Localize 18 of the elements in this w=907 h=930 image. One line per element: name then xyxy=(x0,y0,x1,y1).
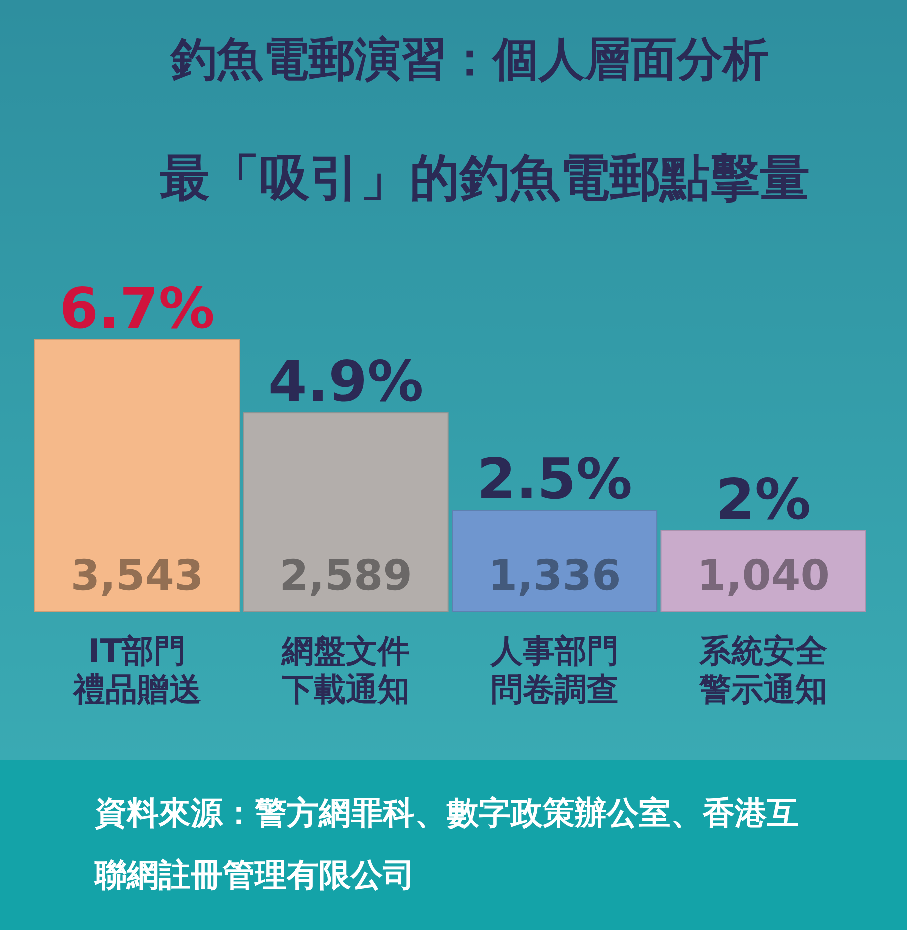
source-note: 資料來源：警方網罪科、數字政策辦公室、香港互聯網註冊管理有限公司 xyxy=(95,793,800,896)
chart-subtitle: 最「吸引」的釣魚電郵點擊量 xyxy=(160,149,810,207)
x-tick-label: IT部門禮品贈送 xyxy=(71,632,202,708)
x-tick-label: 網盤文件下載通知 xyxy=(281,632,410,708)
x-tick-label: 系統安全警示通知 xyxy=(698,632,828,708)
chart-title: 釣魚電郵演習：個人層面分析 xyxy=(169,32,769,86)
data-label: 2.5% xyxy=(477,448,632,513)
bar xyxy=(34,340,240,612)
annotation: 2,589 xyxy=(280,551,412,600)
bar xyxy=(452,510,658,612)
annotation: 1,040 xyxy=(697,551,830,600)
annotation: 1,336 xyxy=(488,551,622,600)
data-label: 6.7% xyxy=(60,277,215,342)
data-label: 4.9% xyxy=(268,350,424,416)
x-tick-label: 人事部門問卷調查 xyxy=(490,632,619,708)
data-label: 2% xyxy=(716,468,812,533)
bar xyxy=(243,412,449,612)
annotation: 3,543 xyxy=(70,551,204,600)
